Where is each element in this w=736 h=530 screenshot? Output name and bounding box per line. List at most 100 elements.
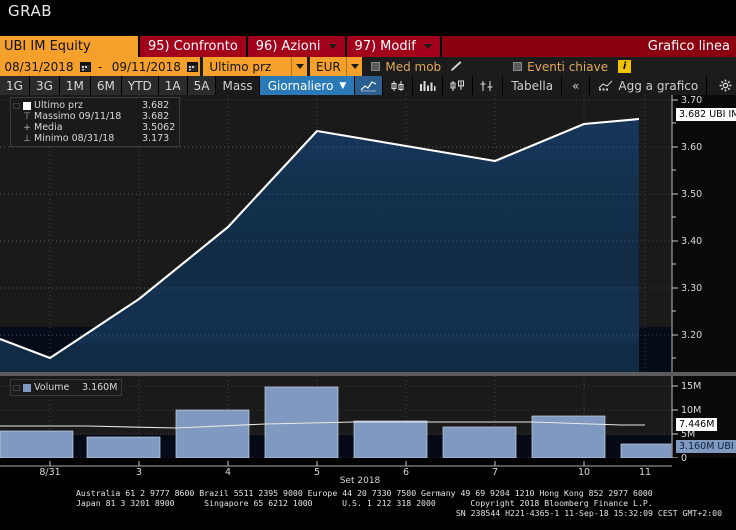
- currency-value: EUR: [315, 59, 341, 74]
- edit-moving-average-button[interactable]: [447, 57, 471, 76]
- volume-tick-5m: 5M: [681, 429, 696, 440]
- legend-label: Massimo 09/11/18: [34, 111, 122, 122]
- cmd-button-confronto-num: 95): [148, 39, 170, 54]
- price-tick-370: 3.70: [681, 95, 703, 106]
- chevron-down-icon: ▼: [339, 80, 347, 91]
- price-gridlines-overlay: [0, 146, 639, 336]
- price-field-value: Ultimo prz: [209, 59, 272, 74]
- price-field-chevron[interactable]: [291, 57, 308, 76]
- tab-tabella[interactable]: Tabella: [503, 76, 563, 95]
- period-3g[interactable]: 3G: [29, 76, 60, 95]
- add-to-chart-button[interactable]: Agg a grafico: [590, 76, 708, 95]
- ticker-value: UBI IM Equity: [4, 39, 91, 54]
- price-line: [0, 117, 640, 360]
- collapse-button[interactable]: «: [562, 76, 591, 95]
- currency-select[interactable]: EUR: [310, 57, 347, 76]
- page-title: GRAB: [8, 2, 52, 20]
- volume-average-tag: 7.446M: [676, 418, 718, 431]
- period-6m[interactable]: 6M: [90, 76, 122, 95]
- volume-average-line: [0, 421, 645, 429]
- legend-value: 3.173: [142, 133, 170, 144]
- cmd-button-modif-num: 97): [354, 39, 377, 54]
- bar-histogram-icon: [420, 80, 436, 91]
- info-icon: i: [618, 60, 632, 73]
- chart-style-line-button[interactable]: [355, 76, 384, 95]
- calendar-icon[interactable]: [185, 57, 201, 76]
- chart-style-markers-button[interactable]: [473, 76, 504, 95]
- moving-average-label: Med mob: [385, 59, 442, 74]
- x-tick-7: 11: [638, 467, 652, 478]
- x-tick-1: 3: [135, 467, 143, 478]
- calendar-icon[interactable]: [78, 57, 93, 76]
- add-chart-icon: [599, 80, 613, 91]
- chart-type-label: Grafico linea: [647, 39, 730, 54]
- period-1m[interactable]: 1M: [59, 76, 91, 95]
- volume-bars: [0, 386, 673, 458]
- tree-toggle-icon[interactable]: □: [13, 383, 21, 392]
- x-axis-spine: [0, 461, 672, 467]
- period-1a[interactable]: 1A: [158, 76, 188, 95]
- period-1g[interactable]: 1G: [0, 76, 30, 95]
- x-tick-6: 10: [577, 467, 591, 478]
- period-5a[interactable]: 5A: [187, 76, 217, 95]
- date-to-input[interactable]: 09/11/2018: [107, 57, 186, 76]
- moving-average-toggle[interactable]: Med mob: [365, 57, 447, 76]
- price-field-select[interactable]: Ultimo prz: [203, 57, 292, 76]
- legend-row: + Media 3.5062: [13, 122, 175, 133]
- settings-button[interactable]: [707, 76, 736, 95]
- info-button[interactable]: i: [614, 57, 637, 76]
- x-tick-2: 4: [224, 467, 232, 478]
- min-marker-icon: ⊥: [23, 133, 31, 144]
- period-ytd[interactable]: YTD: [121, 76, 159, 95]
- legend-row: □ Ultimo prz 3.682: [13, 100, 175, 111]
- volume-tick-15m: 15M: [681, 381, 702, 392]
- add-to-chart-label: Agg a grafico: [618, 78, 699, 93]
- footer-line-1: Australia 61 2 9777 8600 Brazil 5511 239…: [76, 488, 653, 498]
- cmd-button-confronto-label: Confronto: [173, 39, 238, 54]
- chart-canvas[interactable]: [0, 95, 736, 458]
- volume-legend[interactable]: □ Volume 3.160M: [10, 379, 123, 396]
- volume-last-tag: 3.160M UBI IM: [676, 440, 736, 453]
- period-mass[interactable]: Mass: [216, 76, 260, 95]
- legend-label: Volume: [34, 382, 70, 393]
- frequency-select[interactable]: Giornaliero ▼: [259, 76, 356, 95]
- tool-row: 1G 3G 1M 6M YTD 1A 5A Mass Giornaliero ▼…: [0, 76, 736, 95]
- price-tick-330: 3.30: [681, 283, 703, 294]
- last-price-tag: 3.682 UBI IM: [676, 108, 736, 121]
- chart-svg: [0, 95, 736, 458]
- x-axis-label: Set 2018: [339, 476, 381, 486]
- chart-style-ohlc-button[interactable]: [443, 76, 474, 95]
- key-events-label: Eventi chiave: [527, 59, 609, 74]
- legend-row: □ Volume 3.160M: [13, 382, 117, 393]
- chart-style-histogram-button[interactable]: [413, 76, 444, 95]
- gear-icon: [719, 79, 732, 92]
- cmd-button-azioni-num: 96): [255, 39, 278, 54]
- legend-row: ⊥ Minimo 08/31/18 3.173: [13, 133, 175, 144]
- footer-line-2: Japan 81 3 3201 8900 Singapore 65 6212 1…: [76, 498, 653, 508]
- cmd-button-azioni[interactable]: 96) Azioni: [247, 36, 347, 57]
- x-axis: 8/31 3 4 5 6 7 10 11: [0, 458, 736, 484]
- volume-tick-0: 0: [681, 453, 688, 464]
- x-tick-5: 7: [491, 467, 499, 478]
- legend-label: Minimo 08/31/18: [34, 133, 115, 144]
- cmd-button-modif[interactable]: 97) Modif: [346, 36, 442, 57]
- currency-chevron[interactable]: [346, 57, 363, 76]
- chevron-down-icon[interactable]: [328, 44, 337, 49]
- ticker-input[interactable]: UBI IM Equity: [0, 36, 140, 57]
- series-color-swatch: [20, 101, 34, 110]
- tree-toggle-icon[interactable]: □: [13, 101, 21, 110]
- date-from-input[interactable]: 08/31/2018: [0, 57, 78, 76]
- footer-line-3: SN 238544 H221-4365-1 11-Sep-18 15:32:09…: [455, 508, 722, 518]
- frequency-value: Giornaliero: [267, 78, 334, 93]
- cmd-button-confronto[interactable]: 95) Confronto: [140, 36, 248, 57]
- x-tick-0: 8/31: [39, 467, 61, 478]
- max-marker-icon: ⊤: [23, 111, 31, 122]
- x-tick-4: 6: [402, 467, 410, 478]
- legend-row: ⊤ Massimo 09/11/18 3.682: [13, 111, 175, 122]
- volume-tick-10m: 10M: [681, 405, 702, 416]
- chevron-down-icon[interactable]: [423, 44, 432, 49]
- command-bar-spacer: [441, 36, 648, 57]
- price-legend[interactable]: □ Ultimo prz 3.682 ⊤ Massimo 09/11/18 3.…: [10, 97, 181, 147]
- chart-style-candlestick-button[interactable]: [383, 76, 414, 95]
- key-events-toggle[interactable]: Eventi chiave: [507, 57, 614, 76]
